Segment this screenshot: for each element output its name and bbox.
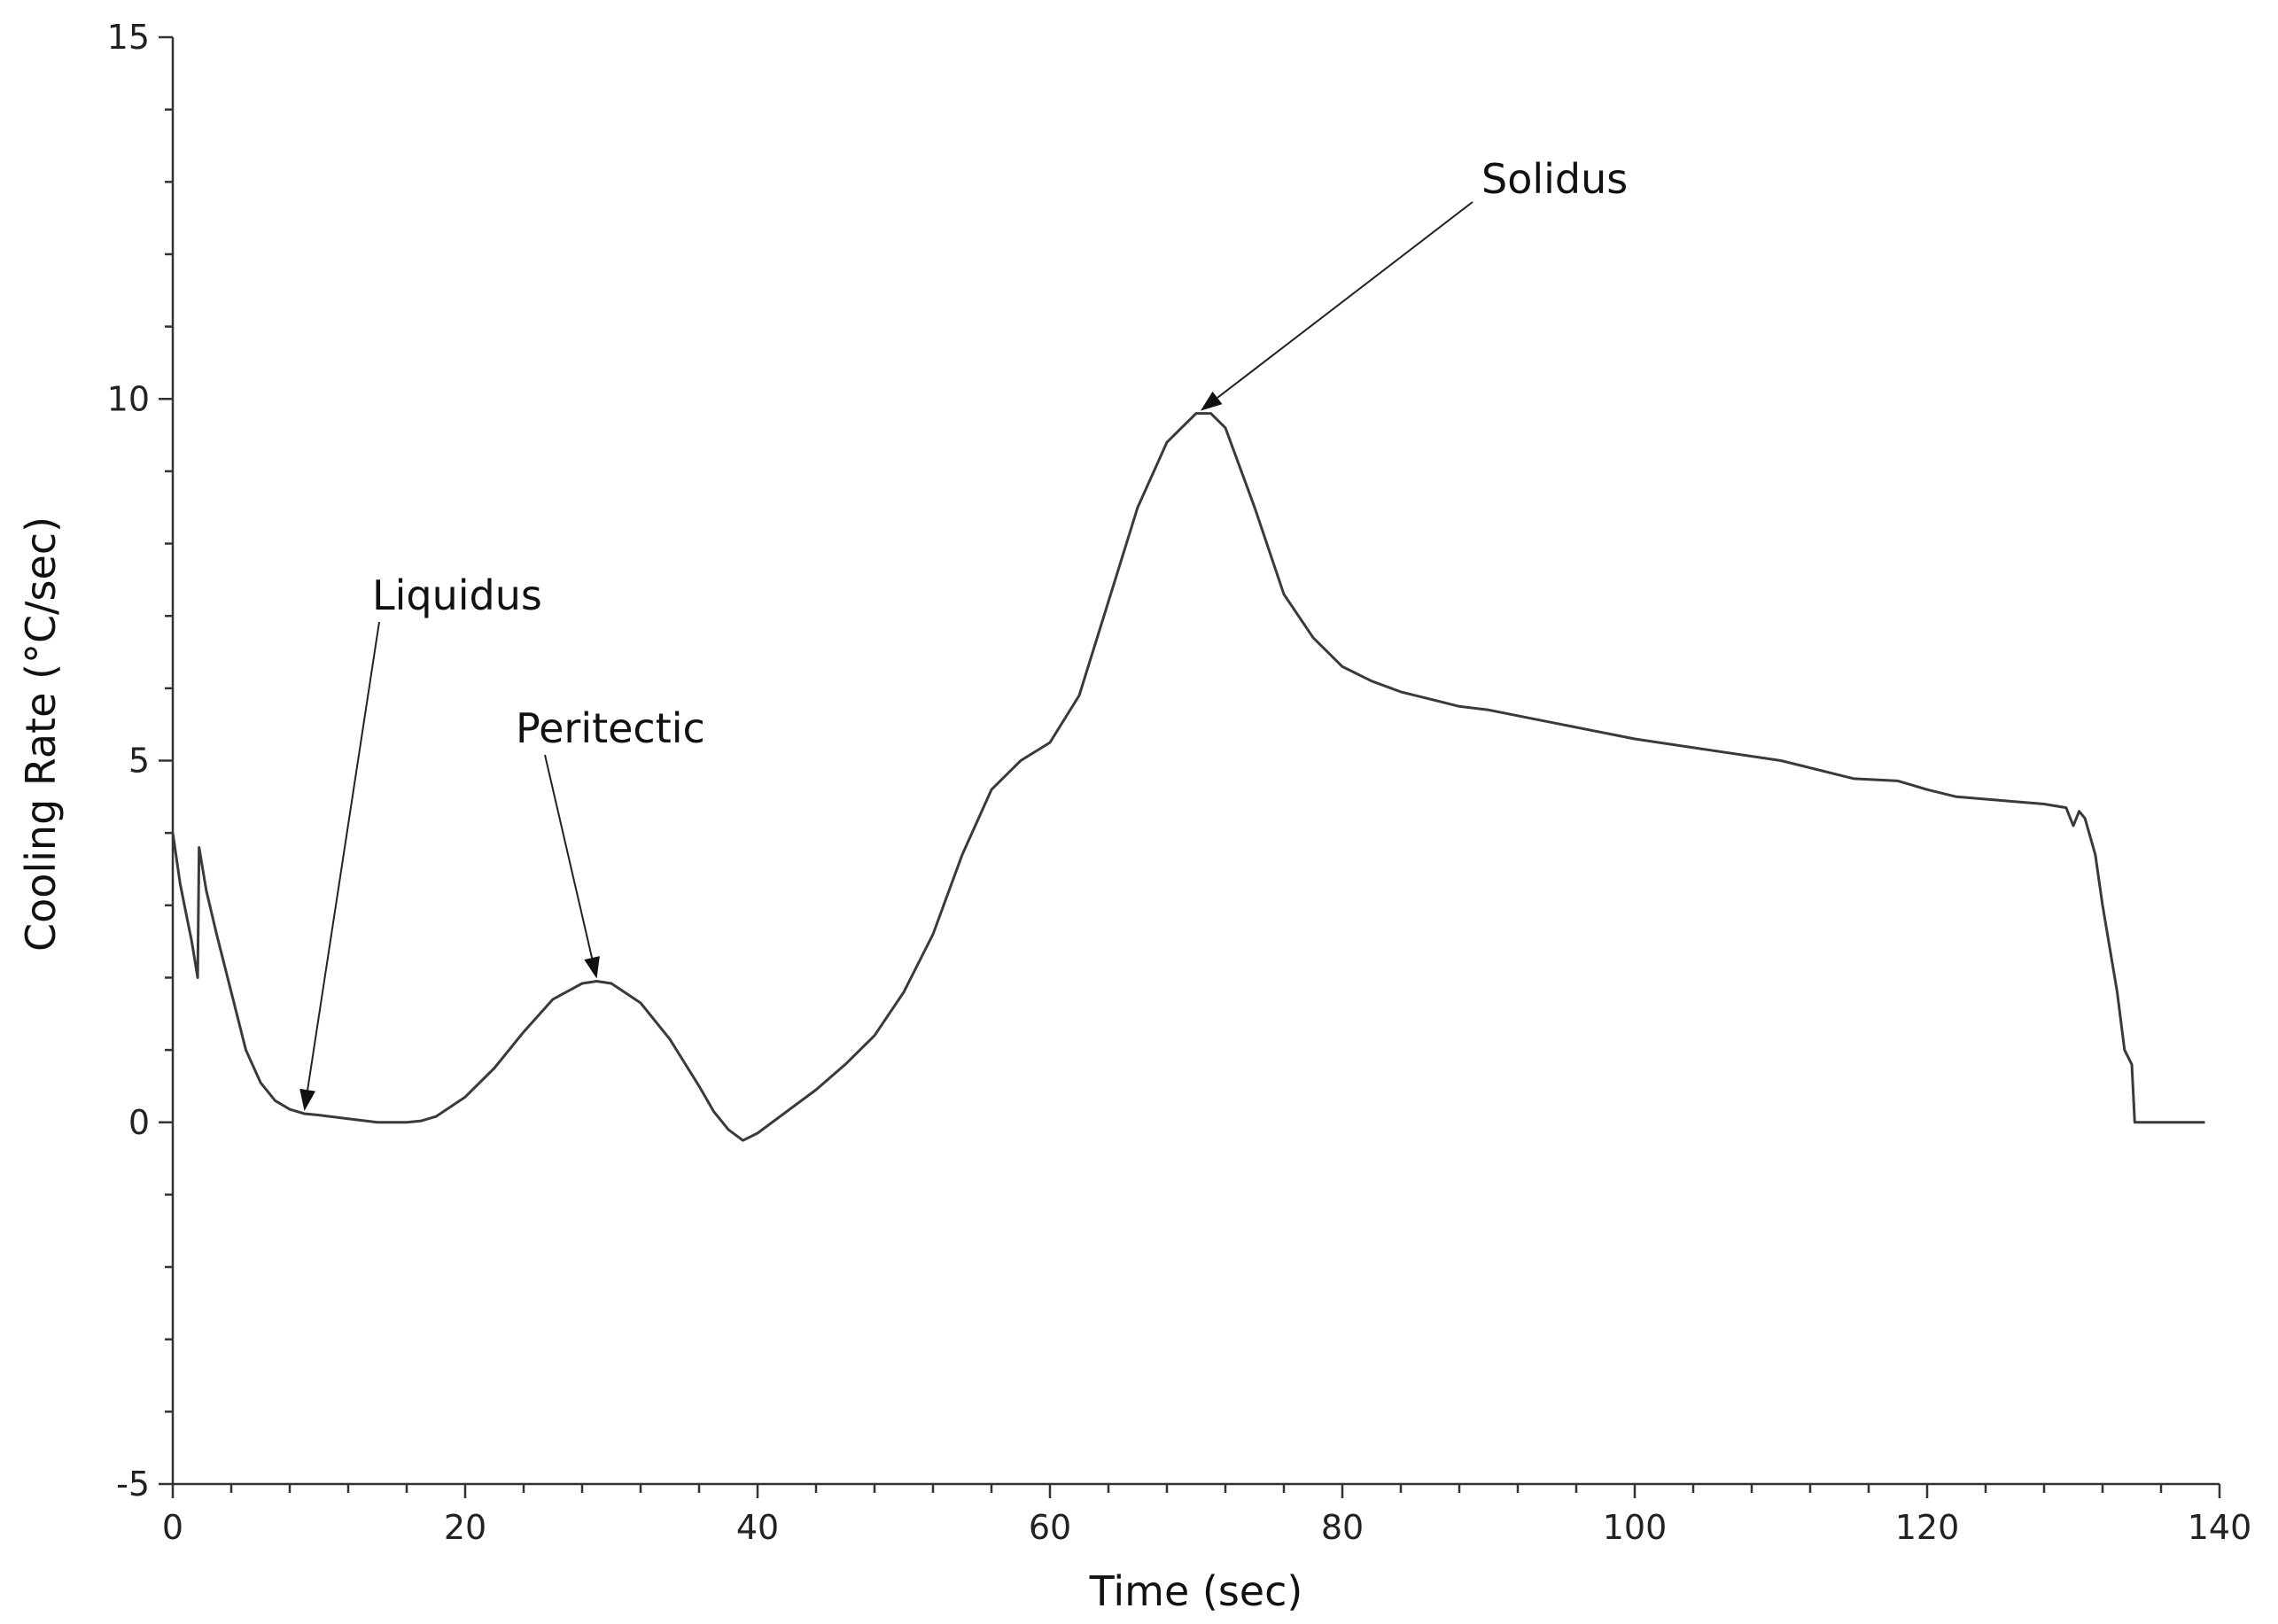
y-tick-label: 0	[128, 1103, 150, 1142]
x-tick-label: 100	[1603, 1508, 1668, 1547]
y-tick-label: 5	[128, 742, 150, 781]
x-tick-label: 20	[444, 1508, 486, 1547]
annotation-arrowhead	[584, 956, 600, 979]
y-ticks: -5 0 5 10 15	[107, 18, 173, 1504]
series-line	[171, 412, 2205, 1142]
annotation-arrow	[1217, 201, 1473, 399]
x-tick-label: 120	[1895, 1508, 1960, 1547]
axes	[171, 37, 2220, 1486]
annotation-label: Peritectic	[516, 704, 705, 752]
annotation-arrow	[544, 754, 594, 959]
y-tick-label: 10	[107, 379, 150, 418]
annotation-arrowhead	[1200, 391, 1223, 411]
x-tick-label: 60	[1029, 1508, 1071, 1547]
x-tick-label: 40	[736, 1508, 779, 1547]
y-axis-label: Cooling Rate (°C/sec)	[17, 517, 65, 952]
annotation-arrowhead	[299, 1088, 316, 1111]
annotation-layer: Liquidus Peritectic Solidus	[299, 155, 1628, 1111]
annotation-label: Solidus	[1481, 155, 1628, 203]
x-axis-label: Time (sec)	[1089, 1567, 1303, 1615]
x-tick-label: 140	[2188, 1508, 2252, 1547]
annotation-label: Liquidus	[372, 571, 542, 619]
series-layer	[171, 412, 2205, 1142]
y-tick-label: 15	[107, 18, 150, 57]
x-tick-label: 80	[1321, 1508, 1364, 1547]
annotation-arrow	[307, 621, 380, 1091]
y-tick-label: -5	[116, 1465, 150, 1504]
x-tick-label: 0	[162, 1508, 183, 1547]
x-ticks: 0 20 40 60 80 100 120 140	[162, 1484, 2251, 1547]
